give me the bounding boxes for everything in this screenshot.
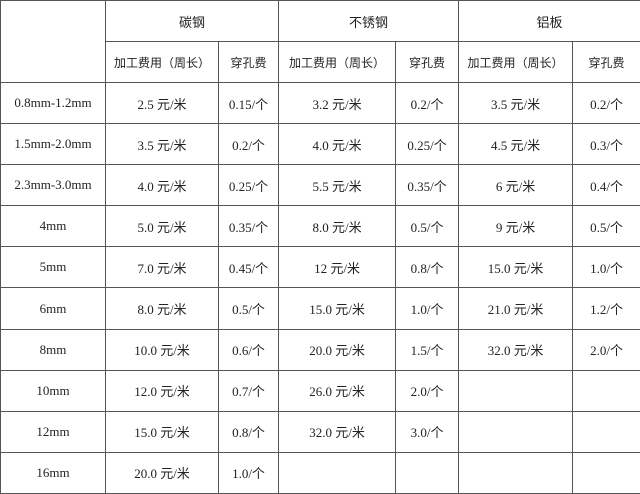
hole-fee-cell: 0.2/个 bbox=[572, 81, 640, 125]
processing-fee-cell: 26.0 元/米 bbox=[278, 369, 397, 412]
hole-fee-cell: 0.45/个 bbox=[217, 246, 280, 289]
hole-fee-cell: 0.15/个 bbox=[217, 81, 280, 125]
hole-fee-cell: 0.4/个 bbox=[572, 164, 640, 207]
processing-fee-header: 加工费用（周长） bbox=[458, 41, 574, 83]
processing-fee-cell: 15.0 元/米 bbox=[278, 287, 397, 330]
processing-fee-cell: 6 元/米 bbox=[458, 164, 574, 207]
header-row-materials: 碳钢 不锈钢 铝板 bbox=[0, 0, 640, 83]
hole-fee-cell: 1.0/个 bbox=[217, 451, 280, 494]
material-header: 铝板 bbox=[458, 0, 640, 42]
processing-fee-cell: 8.0 元/米 bbox=[105, 287, 219, 330]
hole-fee-cell: 2.0/个 bbox=[395, 369, 460, 412]
processing-fee-header: 加工费用（周长） bbox=[105, 41, 219, 83]
table-row: 8mm 10.0 元/米 0.6/个 20.0 元/米 1.5/个 32.0 元/米 2.0… bbox=[0, 328, 640, 371]
hole-fee-cell: 1.0/个 bbox=[572, 246, 640, 289]
hole-fee-cell: 2.0/个 bbox=[572, 328, 640, 371]
processing-fee-cell: 32.0 元/米 bbox=[458, 328, 574, 371]
processing-fee-cell: 7.0 元/米 bbox=[105, 246, 219, 289]
processing-fee-cell: 10.0 元/米 bbox=[105, 328, 219, 371]
hole-fee-cell: 1.0/个 bbox=[395, 287, 460, 330]
thickness-cell: 4mm bbox=[0, 205, 106, 248]
processing-fee-cell: 9 元/米 bbox=[458, 205, 574, 248]
processing-fee-header: 加工费用（周长） bbox=[278, 41, 397, 83]
processing-fee-cell: 12 元/米 bbox=[278, 246, 397, 289]
processing-fee-cell: 5.0 元/米 bbox=[105, 205, 219, 248]
hole-fee-cell: 0.6/个 bbox=[217, 328, 280, 371]
thickness-cell: 2.3mm-3.0mm bbox=[0, 164, 106, 207]
table-row: 2.3mm-3.0mm 4.0 元/米 0.25/个 5.5 元/米 0.35/个 6 元… bbox=[0, 164, 640, 207]
hole-fee-cell: 0.5/个 bbox=[395, 205, 460, 248]
table-row: 1.5mm-2.0mm 3.5 元/米 0.2/个 4.0 元/米 0.25/个 4.5 … bbox=[0, 123, 640, 166]
processing-fee-cell: 32.0 元/米 bbox=[278, 410, 397, 453]
processing-fee-cell bbox=[458, 451, 574, 494]
hole-fee-cell: 0.3/个 bbox=[572, 123, 640, 166]
hole-fee-cell: 0.2/个 bbox=[217, 123, 280, 166]
processing-fee-cell bbox=[458, 410, 574, 453]
thickness-cell: 1.5mm-2.0mm bbox=[0, 123, 106, 166]
thickness-cell: 16mm bbox=[0, 451, 106, 494]
hole-fee-cell: 0.2/个 bbox=[395, 81, 460, 125]
processing-fee-cell: 4.0 元/米 bbox=[105, 164, 219, 207]
hole-fee-cell: 3.0/个 bbox=[395, 410, 460, 453]
processing-fee-cell: 12.0 元/米 bbox=[105, 369, 219, 412]
hole-fee-header: 穿孔费 bbox=[217, 41, 280, 83]
thickness-cell: 0.8mm-1.2mm bbox=[0, 81, 106, 125]
hole-fee-cell bbox=[572, 451, 640, 494]
table-row: 0.8mm-1.2mm 2.5 元/米 0.15/个 3.2 元/米 0.2/个 3.5 … bbox=[0, 81, 640, 125]
processing-fee-cell: 4.5 元/米 bbox=[458, 123, 574, 166]
processing-fee-cell: 8.0 元/米 bbox=[278, 205, 397, 248]
processing-fee-cell: 4.0 元/米 bbox=[278, 123, 397, 166]
hole-fee-cell: 1.2/个 bbox=[572, 287, 640, 330]
processing-fee-cell: 3.2 元/米 bbox=[278, 81, 397, 125]
hole-fee-cell: 0.25/个 bbox=[217, 164, 280, 207]
hole-fee-cell: 0.25/个 bbox=[395, 123, 460, 166]
hole-fee-cell: 1.5/个 bbox=[395, 328, 460, 371]
hole-fee-cell: 0.7/个 bbox=[217, 369, 280, 412]
table-row: 6mm 8.0 元/米 0.5/个 15.0 元/米 1.0/个 21.0 元/米 1.2/… bbox=[0, 287, 640, 330]
processing-fee-cell: 21.0 元/米 bbox=[458, 287, 574, 330]
table-row: 10mm 12.0 元/米 0.7/个 26.0 元/米 2.0/个 bbox=[0, 369, 640, 412]
thickness-cell: 8mm bbox=[0, 328, 106, 371]
hole-fee-cell: 0.8/个 bbox=[217, 410, 280, 453]
hole-fee-cell: 0.5/个 bbox=[217, 287, 280, 330]
table-row: 4mm 5.0 元/米 0.35/个 8.0 元/米 0.5/个 9 元/米 0.5/个 bbox=[0, 205, 640, 248]
processing-fee-cell: 2.5 元/米 bbox=[105, 81, 219, 125]
thickness-cell: 6mm bbox=[0, 287, 106, 330]
hole-fee-cell bbox=[572, 369, 640, 412]
thickness-cell: 5mm bbox=[0, 246, 106, 289]
hole-fee-cell: 0.35/个 bbox=[395, 164, 460, 207]
hole-fee-cell: 0.8/个 bbox=[395, 246, 460, 289]
table-row: 12mm 15.0 元/米 0.8/个 32.0 元/米 3.0/个 bbox=[0, 410, 640, 453]
processing-fee-cell: 15.0 元/米 bbox=[105, 410, 219, 453]
thickness-cell: 12mm bbox=[0, 410, 106, 453]
table-row: 5mm 7.0 元/米 0.45/个 12 元/米 0.8/个 15.0 元/米 1.0/个 bbox=[0, 246, 640, 289]
hole-fee-cell bbox=[395, 451, 460, 494]
processing-fee-cell: 3.5 元/米 bbox=[105, 123, 219, 166]
processing-fee-cell: 20.0 元/米 bbox=[105, 451, 219, 494]
hole-fee-header: 穿孔费 bbox=[395, 41, 460, 83]
corner-cell bbox=[0, 0, 106, 83]
material-header: 不锈钢 bbox=[278, 0, 460, 42]
hole-fee-cell bbox=[572, 410, 640, 453]
header-row-fees: 加工费用（周长） 穿孔费 加工费用（周长） 穿孔费 加工费用（周长） 穿孔费 bbox=[1, 41, 640, 83]
hole-fee-header: 穿孔费 bbox=[572, 41, 640, 83]
material-header: 碳钢 bbox=[104, 0, 280, 42]
processing-fee-cell: 15.0 元/米 bbox=[458, 246, 574, 289]
table-row: 16mm 20.0 元/米 1.0/个 bbox=[0, 451, 640, 494]
processing-fee-cell bbox=[458, 369, 574, 412]
processing-fee-cell: 5.5 元/米 bbox=[278, 164, 397, 207]
hole-fee-cell: 0.35/个 bbox=[217, 205, 280, 248]
processing-fee-cell: 20.0 元/米 bbox=[278, 328, 397, 371]
thickness-cell: 10mm bbox=[0, 369, 106, 412]
processing-fee-cell: 3.5 元/米 bbox=[458, 81, 574, 125]
processing-fee-cell bbox=[278, 451, 397, 494]
hole-fee-cell: 0.5/个 bbox=[572, 205, 640, 248]
